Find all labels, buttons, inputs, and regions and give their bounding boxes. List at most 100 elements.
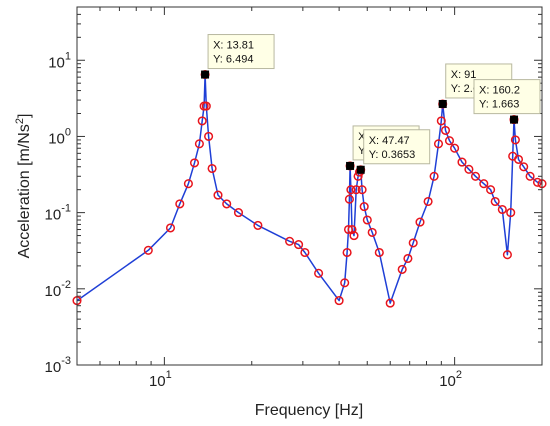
- data-point: [197, 116, 207, 126]
- data-point: [457, 157, 467, 167]
- data-point: [340, 278, 350, 288]
- data-point: [397, 264, 407, 274]
- datatip-markers: [201, 70, 519, 174]
- data-point: [143, 245, 153, 255]
- data-point: [285, 236, 295, 246]
- y-axis-label-end: ]: [16, 114, 33, 118]
- data-point: [510, 135, 520, 145]
- data-point: [408, 238, 418, 248]
- y-tick-label-base: 10: [48, 54, 65, 71]
- plot-frame: [76, 6, 543, 366]
- data-point: [347, 224, 357, 235]
- data-point: [403, 253, 413, 264]
- data-point: [359, 202, 369, 212]
- data-point: [213, 190, 223, 200]
- y-tick-label-exponent: -2: [61, 279, 71, 291]
- datatip-background: [207, 34, 275, 70]
- data-point: [201, 101, 211, 111]
- y-tick-label-base: 10: [45, 283, 62, 300]
- data-point: [175, 199, 185, 209]
- y-axis-label-main: Acceleration [m/Ns: [16, 124, 33, 258]
- datatip-box: X: 13.81 Y: 6.494: [207, 34, 275, 70]
- data-point: [497, 204, 507, 215]
- data-point: [490, 196, 500, 207]
- series-markers-group: [72, 69, 547, 308]
- data-point: [519, 162, 529, 172]
- datatip-marker: [356, 165, 365, 174]
- datatip-marker: [346, 161, 355, 170]
- data-point: [502, 250, 512, 260]
- minor-ticks: [77, 7, 542, 365]
- data-point: [183, 179, 193, 189]
- datatip-x-label: X: 91: [451, 69, 477, 81]
- x-tick-label-exponent: 2: [456, 369, 462, 381]
- datatip-y-label: Y: 0.3653: [369, 149, 416, 161]
- y-tick-label-base: 10: [45, 207, 62, 224]
- datatip-x-label: X: 13.81: [213, 40, 254, 52]
- x-tick-label-exponent: 1: [166, 369, 172, 381]
- data-point: [204, 131, 214, 141]
- x-tick-labels: 101 102: [149, 369, 462, 390]
- data-point: [385, 298, 395, 308]
- datatip-y-label: Y: 6.494: [213, 54, 253, 66]
- datatip-marker: [510, 115, 519, 124]
- y-tick-label-exponent: -3: [61, 355, 71, 367]
- y-tick-label-exponent: 0: [65, 126, 71, 138]
- data-point: [344, 194, 354, 204]
- data-point: [349, 231, 359, 241]
- data-point: [351, 185, 361, 195]
- data-point: [374, 247, 384, 258]
- data-point: [513, 154, 524, 164]
- datatip-marker: [438, 99, 447, 108]
- data-point: [362, 215, 372, 225]
- y-tick-label: 10-2: [45, 279, 71, 300]
- data-point: [506, 208, 516, 218]
- y-tick-label: 10-1: [45, 203, 71, 224]
- y-tick-label: 10-3: [45, 355, 71, 376]
- y-tick-label-base: 10: [45, 359, 62, 376]
- data-point: [367, 227, 377, 237]
- x-tick-label: 101: [149, 369, 172, 390]
- datatip-y-label: Y: 1.663: [479, 99, 519, 111]
- data-point: [165, 223, 176, 233]
- data-point: [253, 220, 263, 230]
- datatip-box: X: 160.2 Y: 1.663: [473, 79, 541, 115]
- datatip-background: [473, 79, 541, 115]
- data-point: [222, 199, 232, 209]
- data-point: [429, 171, 439, 181]
- datatip-boxes: X: 13.81Y: 6.494X: 43.63Y: 0.4101X: 47.4…: [207, 34, 541, 165]
- plot-area: [77, 7, 542, 365]
- x-tick-label: 102: [439, 369, 462, 390]
- data-point: [423, 196, 433, 207]
- data-point: [464, 164, 474, 174]
- data-point: [346, 185, 356, 195]
- datatip-x-label: X: 47.47: [369, 135, 410, 147]
- y-tick-label-base: 10: [48, 130, 65, 147]
- y-tick-label: 100: [48, 126, 71, 147]
- y-axis-label-superscript: 2: [14, 118, 26, 124]
- data-point: [433, 139, 444, 149]
- data-point: [233, 208, 244, 218]
- y-tick-label-exponent: 1: [65, 50, 71, 62]
- data-point: [415, 217, 425, 227]
- data-point: [436, 116, 446, 126]
- data-point: [207, 163, 217, 174]
- datatip-background: [363, 129, 431, 165]
- y-tick-label: 101: [48, 50, 71, 71]
- datatip-box: X: 47.47 Y: 0.3653: [363, 129, 431, 165]
- data-point: [343, 224, 354, 235]
- datatip-x-label: X: 160.2: [479, 85, 520, 97]
- data-point: [357, 185, 367, 195]
- data-point: [532, 177, 543, 187]
- data-point: [194, 139, 204, 149]
- data-point: [189, 158, 200, 168]
- datatip-marker: [201, 70, 210, 79]
- data-point: [440, 125, 451, 135]
- data-point: [470, 171, 481, 181]
- x-axis-label: Frequency [Hz]: [255, 402, 363, 419]
- data-point: [334, 296, 344, 306]
- data-point: [486, 185, 496, 195]
- x-tick-label-base: 10: [439, 373, 456, 390]
